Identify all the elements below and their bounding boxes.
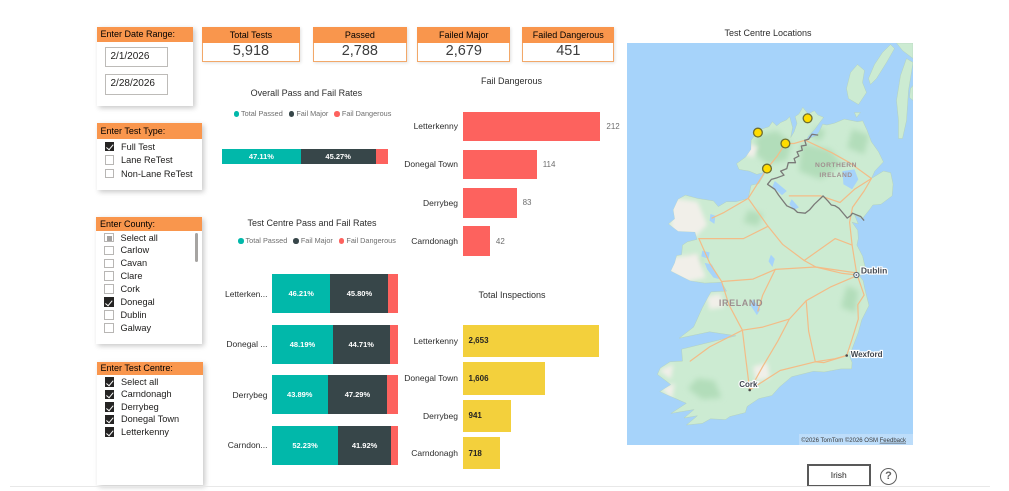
svg-text:IRELAND: IRELAND [718,298,762,308]
svg-text:NORTHERN: NORTHERN [815,162,857,169]
svg-text:Dublin: Dublin [860,265,886,275]
svg-text:IRELAND: IRELAND [819,172,852,179]
svg-text:Cork: Cork [739,380,758,389]
svg-text:Wexford: Wexford [850,350,882,359]
svg-text:©2026 TomTom ©2026 OSM Feedbac: ©2026 TomTom ©2026 OSM Feedback [801,436,907,443]
